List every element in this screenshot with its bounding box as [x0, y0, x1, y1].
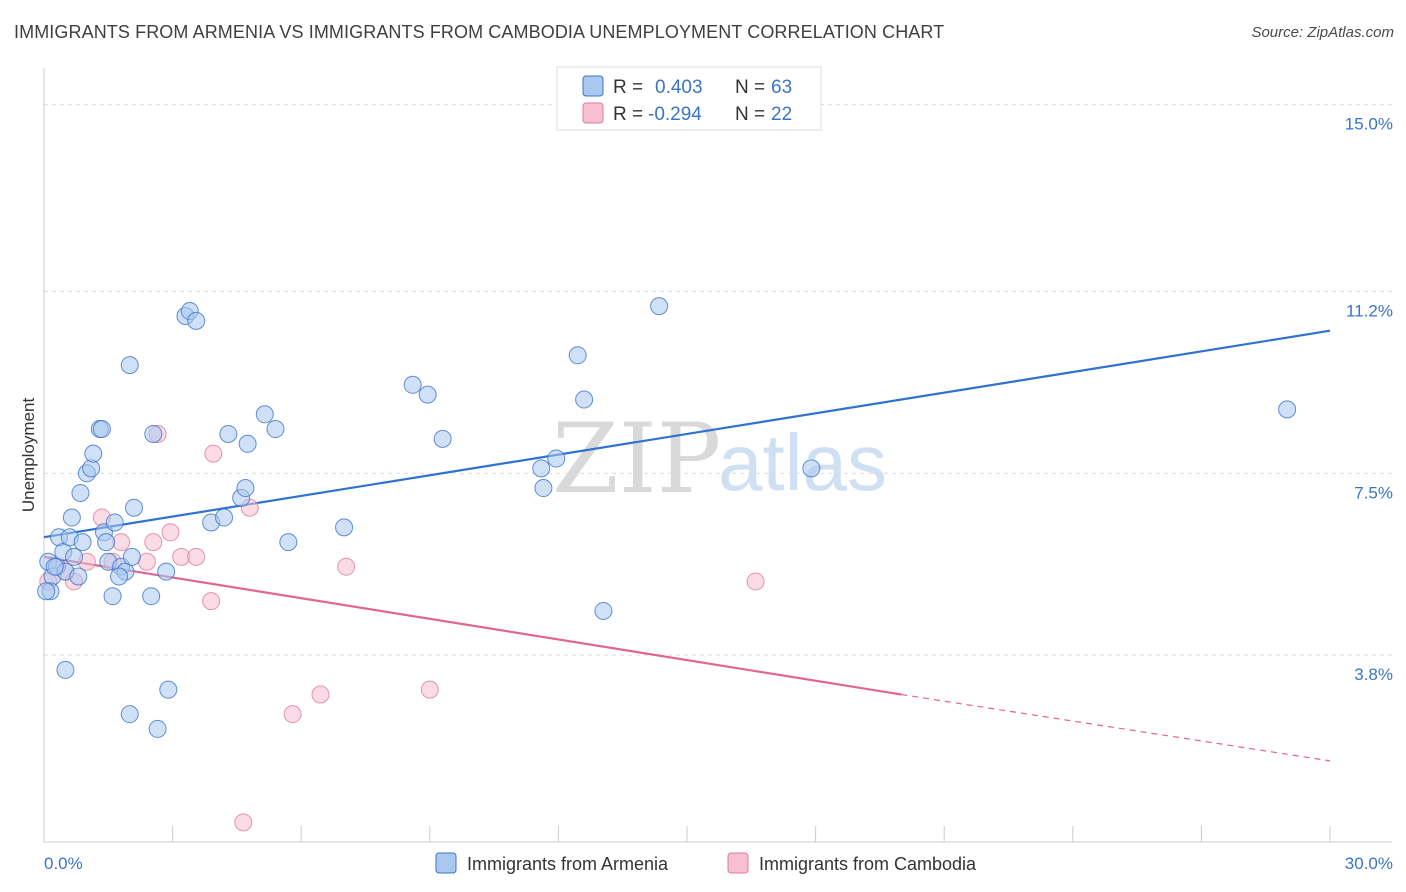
cambodia-point	[144, 533, 163, 552]
legend-armenia-swatch	[582, 75, 604, 97]
armenia-point	[120, 356, 139, 375]
legend-cambodia-n-value: 22	[771, 104, 792, 125]
y-tick-label: 3.8%	[1354, 665, 1393, 684]
cambodia-point	[337, 557, 356, 576]
armenia-point	[92, 420, 111, 439]
armenia-point	[122, 547, 141, 566]
armenia-point	[575, 390, 594, 409]
armenia-point	[238, 434, 257, 453]
cambodia-point	[311, 685, 330, 704]
armenia-point	[71, 483, 90, 502]
watermark-atlas: atlas	[718, 418, 887, 507]
armenia-point	[37, 582, 56, 601]
legend-armenia-n-label: N =	[735, 77, 765, 98]
armenia-point	[266, 420, 285, 439]
x-tick-labels: 0.0% 30.0%	[44, 854, 1393, 873]
cambodia-point	[234, 813, 253, 832]
trend-lines	[43, 329, 1331, 762]
legend-armenia-n-value: 63	[771, 77, 792, 98]
armenia-point	[1278, 400, 1297, 419]
armenia-point	[125, 498, 144, 517]
cambodia-point	[202, 592, 221, 611]
armenia-point	[568, 346, 587, 365]
series-armenia-points	[37, 297, 1297, 738]
armenia-point	[594, 601, 613, 620]
armenia-point	[219, 424, 238, 443]
armenia-point	[187, 311, 206, 330]
armenia-point	[45, 557, 64, 576]
armenia-point	[650, 297, 669, 316]
bottom-legend-cambodia-label: Immigrants from Cambodia	[759, 854, 977, 874]
armenia-point	[82, 459, 101, 478]
cambodia-point	[746, 572, 765, 591]
armenia-point	[69, 567, 88, 586]
legend-cambodia-r-label: R =	[613, 104, 643, 125]
cambodia-point	[187, 547, 206, 566]
bottom-legend-armenia-swatch	[435, 852, 457, 874]
armenia-point	[65, 547, 84, 566]
legend-cambodia-n-label: N =	[735, 104, 765, 125]
armenia-point	[255, 405, 274, 424]
legend-cambodia-swatch	[582, 102, 604, 124]
y-tick-label: 11.2%	[1346, 301, 1393, 320]
armenia-point	[103, 587, 122, 606]
armenia-point	[534, 479, 553, 498]
armenia-point	[547, 449, 566, 468]
cambodia-point	[137, 552, 156, 571]
axes	[43, 68, 1392, 843]
legend-armenia-r-label: R =	[613, 77, 643, 98]
armenia-point	[403, 375, 422, 394]
x-tick-label-min: 0.0%	[44, 854, 83, 873]
cambodia-point	[112, 533, 131, 552]
armenia-point	[97, 533, 116, 552]
armenia-point	[56, 660, 75, 679]
y-tick-label: 15.0%	[1345, 115, 1393, 134]
armenia-point	[120, 705, 139, 724]
armenia-point	[236, 479, 255, 498]
armenia-point	[159, 680, 178, 699]
armenia-trend-line	[43, 329, 1331, 539]
armenia-point	[62, 508, 81, 527]
armenia-point	[215, 508, 234, 527]
legend-armenia-r-value: 0.403	[655, 77, 703, 98]
x-tick-label-max: 30.0%	[1345, 854, 1393, 873]
armenia-point	[335, 518, 354, 537]
armenia-point	[157, 562, 176, 581]
cambodia-point	[283, 705, 302, 724]
armenia-point	[105, 513, 124, 532]
y-tick-label: 7.5%	[1354, 483, 1393, 502]
armenia-point	[73, 533, 92, 552]
bottom-legend: Immigrants from Armenia Immigrants from …	[435, 852, 977, 874]
gridlines	[44, 104, 1392, 656]
cambodia-point	[172, 547, 191, 566]
cambodia-trend-extension	[901, 693, 1331, 762]
watermark-zip: ZIP	[552, 403, 721, 515]
armenia-point	[142, 587, 161, 606]
cambodia-point	[204, 444, 223, 463]
armenia-point	[532, 459, 551, 478]
chart-title: IMMIGRANTS FROM ARMENIA VS IMMIGRANTS FR…	[14, 22, 945, 42]
y-axis-label: Unemployment	[19, 398, 38, 513]
cambodia-point	[161, 523, 180, 542]
legend-cambodia-r-value: -0.294	[648, 104, 702, 125]
armenia-point	[110, 567, 129, 586]
armenia-point	[148, 719, 167, 738]
armenia-point	[433, 429, 452, 448]
source-credit: Source: ZipAtlas.com	[1251, 24, 1394, 41]
cambodia-point	[420, 680, 439, 699]
armenia-point	[84, 444, 103, 463]
armenia-point	[418, 385, 437, 404]
armenia-point	[279, 533, 298, 552]
cambodia-trend-line	[43, 555, 902, 696]
y-tick-labels: 3.8% 7.5% 11.2% 15.0%	[1345, 115, 1393, 685]
bottom-legend-armenia-label: Immigrants from Armenia	[467, 854, 669, 874]
legend-box: R = 0.403 N = 63 R = -0.294 N = 22	[556, 66, 822, 131]
bottom-legend-cambodia-swatch	[727, 852, 749, 874]
armenia-point	[802, 459, 821, 478]
armenia-point	[144, 424, 163, 443]
